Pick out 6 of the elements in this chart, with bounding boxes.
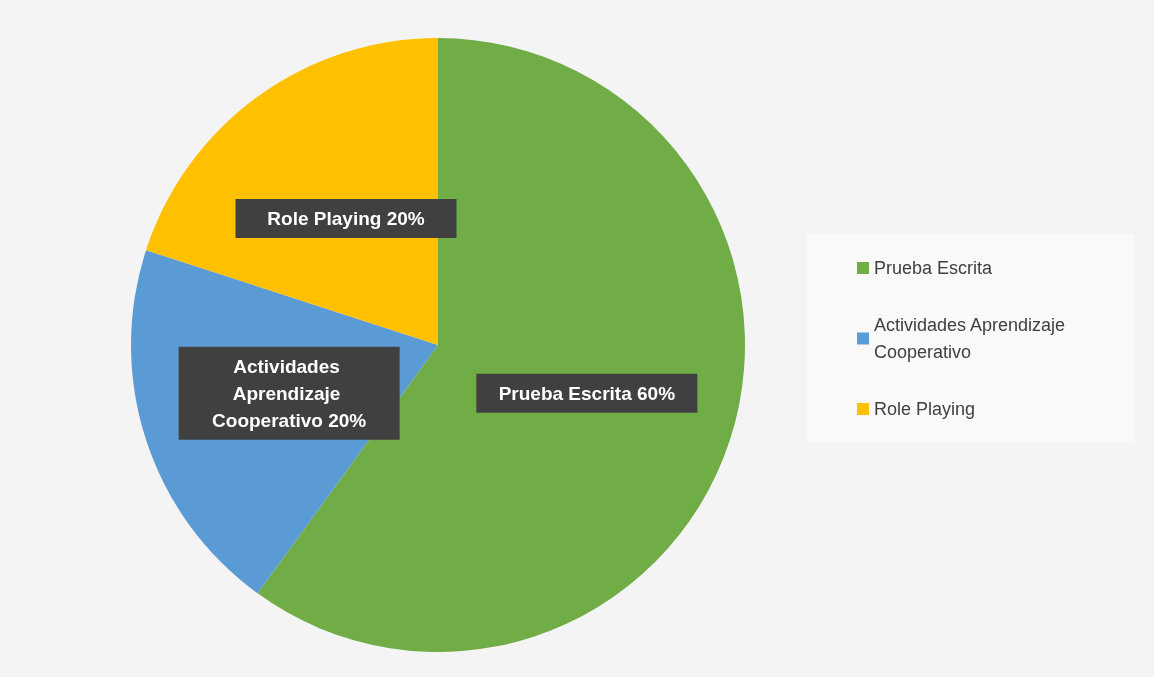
legend-label: Prueba Escrita — [874, 258, 994, 278]
legend-label: Role Playing — [874, 399, 976, 419]
data-label: Prueba Escrita 60% — [498, 382, 676, 404]
data-label: Actividades Aprendizaje Cooperativo 20% — [212, 355, 367, 431]
data-label: Role Playing 20% — [267, 207, 425, 229]
legend-label: Actividades Aprendizaje Cooperativo — [874, 315, 1071, 362]
